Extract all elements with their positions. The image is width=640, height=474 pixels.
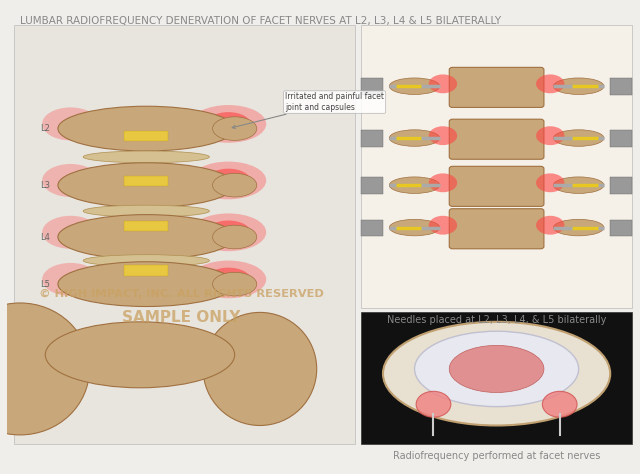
Ellipse shape bbox=[429, 173, 457, 192]
Ellipse shape bbox=[429, 74, 457, 93]
Ellipse shape bbox=[206, 220, 250, 244]
Ellipse shape bbox=[58, 163, 235, 208]
FancyBboxPatch shape bbox=[124, 220, 168, 231]
FancyBboxPatch shape bbox=[13, 25, 355, 444]
Ellipse shape bbox=[415, 331, 579, 407]
Ellipse shape bbox=[383, 322, 610, 426]
Ellipse shape bbox=[554, 177, 604, 193]
Text: Radiofrequency performed at facet nerves: Radiofrequency performed at facet nerves bbox=[393, 451, 600, 461]
Ellipse shape bbox=[429, 126, 457, 145]
Ellipse shape bbox=[212, 273, 257, 296]
Ellipse shape bbox=[206, 169, 250, 192]
FancyBboxPatch shape bbox=[610, 130, 632, 146]
Text: L4: L4 bbox=[40, 233, 50, 241]
Ellipse shape bbox=[554, 219, 604, 236]
FancyBboxPatch shape bbox=[449, 166, 544, 206]
Text: SAMPLE ONLY: SAMPLE ONLY bbox=[122, 310, 240, 325]
Ellipse shape bbox=[83, 151, 209, 163]
Text: © HIGH IMPACT, INC. ALL RIGHTS RESERVED: © HIGH IMPACT, INC. ALL RIGHTS RESERVED bbox=[38, 289, 323, 299]
Text: Irritated and painful facet
joint and capsules: Irritated and painful facet joint and ca… bbox=[232, 92, 384, 128]
Ellipse shape bbox=[191, 162, 266, 199]
Ellipse shape bbox=[203, 312, 317, 426]
FancyBboxPatch shape bbox=[361, 312, 632, 444]
Ellipse shape bbox=[389, 177, 440, 193]
Ellipse shape bbox=[212, 225, 257, 249]
FancyBboxPatch shape bbox=[361, 130, 383, 146]
Ellipse shape bbox=[536, 126, 564, 145]
FancyBboxPatch shape bbox=[449, 209, 544, 249]
Ellipse shape bbox=[83, 205, 209, 217]
FancyBboxPatch shape bbox=[449, 119, 544, 159]
Ellipse shape bbox=[191, 213, 266, 251]
Ellipse shape bbox=[542, 392, 577, 417]
FancyBboxPatch shape bbox=[361, 219, 383, 236]
FancyBboxPatch shape bbox=[361, 78, 383, 95]
Ellipse shape bbox=[83, 255, 209, 266]
Ellipse shape bbox=[554, 78, 604, 94]
Text: L2: L2 bbox=[40, 124, 50, 133]
Ellipse shape bbox=[429, 216, 457, 235]
Ellipse shape bbox=[42, 164, 99, 197]
FancyBboxPatch shape bbox=[449, 67, 544, 108]
Ellipse shape bbox=[536, 216, 564, 235]
FancyBboxPatch shape bbox=[124, 265, 168, 276]
Ellipse shape bbox=[191, 105, 266, 143]
Ellipse shape bbox=[58, 106, 235, 151]
FancyBboxPatch shape bbox=[361, 177, 383, 194]
Ellipse shape bbox=[42, 263, 99, 296]
Text: L3: L3 bbox=[40, 181, 51, 190]
Ellipse shape bbox=[212, 173, 257, 197]
Ellipse shape bbox=[416, 392, 451, 417]
Ellipse shape bbox=[389, 219, 440, 236]
Ellipse shape bbox=[554, 130, 604, 146]
FancyBboxPatch shape bbox=[610, 177, 632, 194]
FancyBboxPatch shape bbox=[124, 176, 168, 186]
Ellipse shape bbox=[536, 173, 564, 192]
Text: LUMBAR RADIOFREQUENCY DENERVATION OF FACET NERVES AT L2, L3, L4 & L5 BILATERALLY: LUMBAR RADIOFREQUENCY DENERVATION OF FAC… bbox=[20, 16, 501, 26]
Ellipse shape bbox=[42, 108, 99, 140]
FancyBboxPatch shape bbox=[124, 131, 168, 141]
Ellipse shape bbox=[42, 216, 99, 249]
Ellipse shape bbox=[206, 112, 250, 136]
Ellipse shape bbox=[191, 261, 266, 298]
Ellipse shape bbox=[0, 303, 90, 435]
Text: L5: L5 bbox=[40, 280, 50, 289]
Ellipse shape bbox=[389, 130, 440, 146]
Ellipse shape bbox=[45, 322, 235, 388]
Ellipse shape bbox=[206, 268, 250, 291]
Ellipse shape bbox=[58, 215, 235, 259]
Ellipse shape bbox=[389, 78, 440, 94]
FancyBboxPatch shape bbox=[610, 78, 632, 95]
Ellipse shape bbox=[536, 74, 564, 93]
Ellipse shape bbox=[449, 346, 544, 392]
FancyBboxPatch shape bbox=[610, 219, 632, 236]
Ellipse shape bbox=[58, 262, 235, 307]
Ellipse shape bbox=[212, 117, 257, 140]
Text: Needles placed at L2, L3, L4, & L5 bilaterally: Needles placed at L2, L3, L4, & L5 bilat… bbox=[387, 315, 606, 325]
FancyBboxPatch shape bbox=[361, 25, 632, 308]
